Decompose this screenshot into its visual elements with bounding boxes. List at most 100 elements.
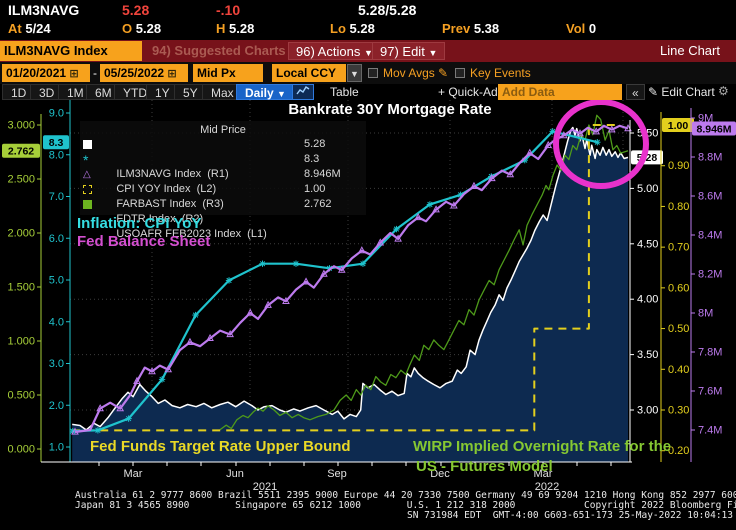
annotation-wirp-line1: WIRP Implied Overnight Rate for the bbox=[413, 438, 672, 455]
svg-text:7.6M: 7.6M bbox=[698, 386, 722, 398]
svg-text:Jun: Jun bbox=[226, 468, 244, 480]
quote-row: ILM3NAVG 5.28 -.10 5.28/5.28 bbox=[0, 2, 736, 22]
collapse-button[interactable]: « bbox=[626, 84, 645, 100]
range-tab-bar: 1D 3D 1M 6M YTD 1Y 5Y Max Daily ▼ Table … bbox=[0, 84, 736, 100]
svg-text:3.0: 3.0 bbox=[49, 358, 64, 370]
tab-ytd[interactable]: YTD bbox=[114, 84, 156, 100]
high-label: H bbox=[216, 21, 226, 36]
vol-label: Vol bbox=[566, 21, 586, 36]
svg-text:0.000: 0.000 bbox=[7, 444, 35, 456]
vol-value: 0 bbox=[588, 21, 597, 36]
legend-item-cpi[interactable]: * CPI YOY Index (L2) 8.3 bbox=[83, 152, 320, 195]
chevron-down-icon: ▼ bbox=[428, 48, 438, 58]
svg-text:1.000: 1.000 bbox=[7, 336, 35, 348]
svg-text:8.946M: 8.946M bbox=[696, 123, 731, 135]
svg-text:7.4M: 7.4M bbox=[698, 425, 722, 437]
currency-select[interactable]: Local CCY bbox=[272, 64, 346, 82]
svg-text:Mar: Mar bbox=[124, 468, 143, 480]
open-label: O bbox=[122, 21, 133, 36]
dashed-square-swatch bbox=[83, 185, 92, 194]
calendar-icon[interactable]: ⊞ bbox=[167, 68, 177, 80]
actions-menu[interactable]: 96) Actions ▼ bbox=[288, 42, 381, 60]
chart-legend[interactable]: Mid Price ILM3NAVG Index (R1) 5.28 * CPI… bbox=[80, 121, 366, 240]
svg-text:4.50: 4.50 bbox=[637, 238, 658, 250]
mov-avgs-label[interactable]: Mov Avgs bbox=[383, 66, 435, 80]
suggested-charts-button[interactable]: 94) Suggested Charts bbox=[152, 43, 286, 58]
price-change: -.10 bbox=[216, 2, 241, 18]
tab-1m[interactable]: 1M bbox=[58, 84, 93, 100]
legend-header: Mid Price bbox=[200, 124, 246, 136]
svg-text:3.50: 3.50 bbox=[637, 349, 658, 361]
status-line-2: Japan 81 3 4565 8900 Singapore 65 6212 1… bbox=[75, 500, 736, 511]
svg-text:0.500: 0.500 bbox=[7, 390, 35, 402]
table-button[interactable]: Table bbox=[330, 85, 359, 99]
svg-text:1.500: 1.500 bbox=[7, 282, 35, 294]
svg-text:1.00: 1.00 bbox=[668, 120, 689, 132]
ohlc-row: At 5/24 O 5.28 H 5.28 Lo 5.28 Prev 5.38 … bbox=[0, 21, 736, 39]
menu-bar: ILM3NAVG Index 94) Suggested Charts 96) … bbox=[0, 40, 736, 62]
svg-text:0.50: 0.50 bbox=[668, 323, 689, 335]
chevron-down-icon: ▼ bbox=[363, 48, 373, 58]
tab-1y[interactable]: 1Y bbox=[146, 84, 179, 100]
key-events-label[interactable]: Key Events bbox=[470, 66, 531, 80]
svg-text:9M: 9M bbox=[698, 113, 713, 125]
svg-text:7.8M: 7.8M bbox=[698, 347, 722, 359]
annotation-fed-funds: Fed Funds Target Rate Upper Bound bbox=[90, 438, 351, 455]
tab-max[interactable]: Max bbox=[202, 84, 243, 100]
svg-text:7.0: 7.0 bbox=[49, 191, 64, 203]
prev-label: Prev bbox=[442, 21, 471, 36]
tab-1d[interactable]: 1D bbox=[2, 84, 36, 100]
mov-avgs-checkbox[interactable] bbox=[368, 68, 378, 78]
svg-text:8.3: 8.3 bbox=[49, 137, 64, 149]
svg-text:0.80: 0.80 bbox=[668, 201, 689, 213]
svg-text:2022: 2022 bbox=[535, 481, 559, 492]
edit-menu[interactable]: 97) Edit ▼ bbox=[372, 42, 446, 60]
legend-item-farbast[interactable]: △ FARBAST Index (R3) 8.946M bbox=[83, 168, 341, 210]
currency-dropdown-button[interactable]: ▼ bbox=[347, 64, 362, 82]
svg-text:Mar: Mar bbox=[534, 468, 553, 480]
calendar-icon[interactable]: ⊞ bbox=[69, 68, 79, 80]
pencil-icon[interactable]: ✎ bbox=[438, 66, 449, 80]
edit-chart-button[interactable]: ✎ Edit Chart bbox=[648, 85, 715, 99]
svg-text:Dec: Dec bbox=[430, 468, 450, 480]
open-value: 5.28 bbox=[135, 21, 162, 36]
chart-type-label: Line Chart bbox=[660, 43, 720, 58]
svg-text:0.30: 0.30 bbox=[668, 405, 689, 417]
price-type-select[interactable]: Mid Px bbox=[193, 64, 263, 82]
svg-text:3.00: 3.00 bbox=[637, 405, 658, 417]
period-select[interactable]: Daily ▼ bbox=[236, 84, 295, 100]
svg-text:2.762: 2.762 bbox=[8, 146, 34, 158]
date-to-field[interactable]: 05/25/2022 ⊞ bbox=[100, 64, 188, 82]
svg-text:4.00: 4.00 bbox=[637, 294, 658, 306]
white-square-swatch bbox=[83, 140, 92, 149]
at-value: 5/24 bbox=[25, 21, 51, 36]
add-data-input[interactable] bbox=[498, 84, 622, 100]
svg-text:9.0: 9.0 bbox=[49, 108, 64, 120]
security-field[interactable]: ILM3NAVG Index bbox=[0, 41, 142, 61]
annotation-inflation: Inflation: CPI YoY bbox=[77, 215, 202, 232]
svg-text:8.2M: 8.2M bbox=[698, 269, 722, 281]
low-value: 5.28 bbox=[349, 21, 375, 36]
legend-item-usoafr[interactable]: USOAFR FEB2023 Index (L1) 2.762 bbox=[80, 197, 366, 240]
bid-ask: 5.28/5.28 bbox=[358, 2, 417, 18]
svg-text:8.0: 8.0 bbox=[49, 149, 64, 161]
triangle-swatch: △ bbox=[83, 169, 91, 180]
legend-item-fdtr[interactable]: FDTR Index (R2) 1.00 bbox=[80, 182, 366, 225]
tab-3d[interactable]: 3D bbox=[30, 84, 64, 100]
gear-icon[interactable]: ⚙ bbox=[718, 84, 729, 98]
svg-text:0.70: 0.70 bbox=[668, 242, 689, 254]
status-line-3: SN 731984 EDT GMT-4:00 G603-651-173 25-M… bbox=[406, 510, 733, 521]
svg-text:3.000: 3.000 bbox=[7, 120, 35, 132]
legend-item-ilm3navg[interactable]: ILM3NAVG Index (R1) 5.28 bbox=[80, 137, 366, 180]
price-chart[interactable]: 3.000 2.500 2.000 1.500 1.000 0.500 0.000 2.762… bbox=[0, 100, 736, 492]
svg-text:1.0: 1.0 bbox=[49, 442, 64, 454]
chevron-down-icon: ▼ bbox=[277, 89, 286, 99]
line-chart-icon[interactable] bbox=[292, 84, 314, 100]
key-events-checkbox[interactable] bbox=[455, 68, 465, 78]
svg-text:2.0: 2.0 bbox=[49, 400, 64, 412]
date-from-field[interactable]: 01/20/2021 ⊞ bbox=[2, 64, 90, 82]
chart-title: Bankrate 30Y Mortgage Rate bbox=[288, 101, 492, 118]
prev-value: 5.38 bbox=[473, 21, 500, 36]
high-value: 5.28 bbox=[229, 21, 255, 36]
